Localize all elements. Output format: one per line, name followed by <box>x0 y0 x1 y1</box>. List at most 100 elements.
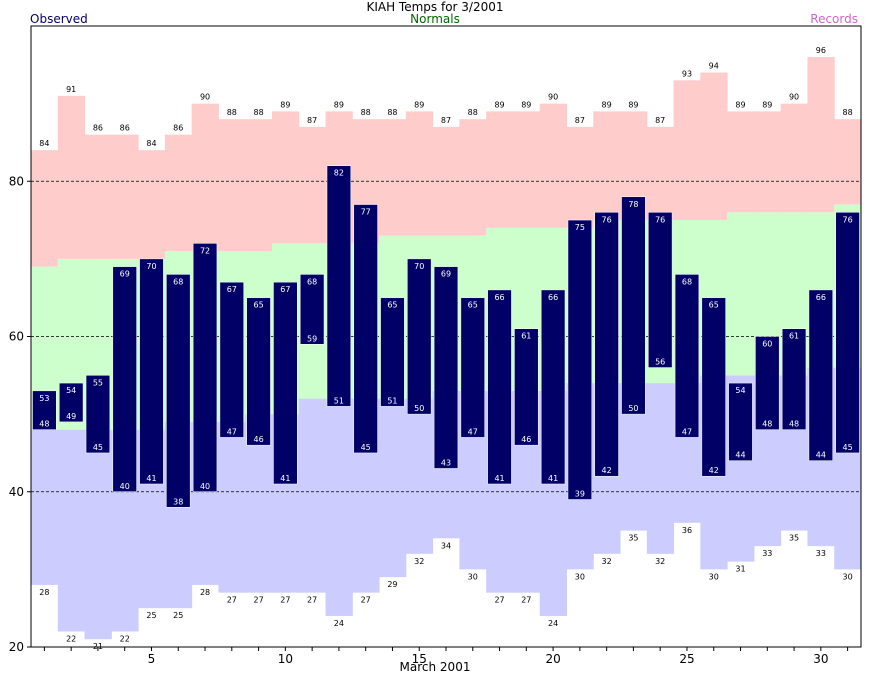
observed-low-label: 50 <box>414 404 424 413</box>
record-high-label: 87 <box>655 116 665 125</box>
observed-high-label: 54 <box>66 386 76 395</box>
legend-normals: Normals <box>410 12 460 26</box>
record-low-band <box>325 398 353 616</box>
record-high-label: 93 <box>682 69 692 78</box>
observed-bar <box>407 258 432 415</box>
record-high-label: 90 <box>548 93 558 102</box>
record-low-label: 21 <box>93 642 103 651</box>
record-high-label: 86 <box>93 124 103 133</box>
observed-high-label: 76 <box>602 215 612 224</box>
observed-bar <box>326 165 352 407</box>
record-high-band <box>780 103 808 213</box>
observed-bar <box>540 289 566 485</box>
observed-high-label: 69 <box>441 270 451 279</box>
observed-bar <box>433 266 459 469</box>
record-high-label: 89 <box>280 100 290 109</box>
record-low-label: 28 <box>39 588 49 597</box>
observed-bar <box>380 297 405 407</box>
record-low-label: 33 <box>816 549 826 558</box>
observed-high-label: 54 <box>735 386 745 395</box>
record-high-band <box>111 134 139 259</box>
observed-bar <box>273 281 298 485</box>
observed-low-label: 38 <box>173 497 183 506</box>
legend-observed: Observed <box>30 12 88 26</box>
observed-low-label: 48 <box>789 420 799 429</box>
observed-high-label: 67 <box>280 285 290 294</box>
observed-low-label: 45 <box>843 443 853 452</box>
record-low-label: 27 <box>280 596 290 605</box>
observed-bar <box>648 212 673 368</box>
record-low-label: 24 <box>548 619 558 628</box>
observed-bar <box>460 297 485 438</box>
record-low-label: 30 <box>468 572 478 581</box>
observed-low-label: 46 <box>521 435 531 444</box>
record-high-band <box>459 119 487 236</box>
observed-bar <box>112 266 137 493</box>
observed-low-label: 47 <box>227 427 237 436</box>
record-low-band <box>646 383 675 554</box>
y-tick-label: 80 <box>9 174 24 188</box>
record-low-label: 22 <box>120 634 130 643</box>
observed-high-label: 65 <box>253 301 263 310</box>
observed-low-label: 41 <box>280 474 290 483</box>
observed-low-label: 44 <box>735 451 745 460</box>
observed-bar <box>59 382 84 423</box>
record-high-label: 89 <box>334 100 344 109</box>
observed-bar <box>755 336 780 430</box>
record-high-label: 91 <box>66 85 76 94</box>
observed-high-label: 72 <box>200 246 210 255</box>
observed-bar <box>139 258 164 485</box>
record-high-band <box>379 119 407 236</box>
record-low-label: 24 <box>334 619 344 628</box>
normals-band <box>727 212 755 376</box>
y-tick-label: 60 <box>9 330 24 344</box>
observed-bar <box>808 289 833 461</box>
record-high-band <box>700 72 728 221</box>
record-high-label: 90 <box>200 93 210 102</box>
record-low-label: 25 <box>173 611 183 620</box>
record-high-label: 86 <box>120 124 130 133</box>
record-high-label: 88 <box>361 108 371 117</box>
record-low-band <box>84 429 112 640</box>
record-low-label: 35 <box>789 534 799 543</box>
observed-low-label: 39 <box>575 490 585 499</box>
observed-bar <box>835 212 860 454</box>
observed-bar <box>353 204 378 454</box>
record-high-band <box>539 103 567 228</box>
observed-high-label: 70 <box>146 262 156 271</box>
observed-high-label: 66 <box>816 293 826 302</box>
record-high-label: 88 <box>227 108 237 117</box>
observed-low-label: 43 <box>441 458 451 467</box>
record-high-band <box>191 103 219 252</box>
record-high-label: 84 <box>39 139 49 148</box>
observed-low-label: 41 <box>494 474 504 483</box>
observed-low-label: 49 <box>66 412 76 421</box>
observed-low-label: 42 <box>709 466 719 475</box>
observed-high-label: 77 <box>361 208 371 217</box>
record-high-band <box>566 126 594 228</box>
record-low-label: 36 <box>682 526 692 535</box>
observed-bar <box>32 390 57 430</box>
record-low-label: 32 <box>602 557 612 566</box>
record-high-label: 89 <box>762 100 772 109</box>
observed-high-label: 65 <box>387 301 397 310</box>
observed-low-label: 40 <box>120 482 130 491</box>
observed-bar <box>701 297 726 477</box>
observed-bar <box>594 212 619 477</box>
record-high-label: 89 <box>494 100 504 109</box>
record-high-band <box>405 111 434 236</box>
record-low-band <box>379 398 407 578</box>
record-high-band <box>245 119 273 252</box>
observed-high-label: 82 <box>334 169 344 178</box>
observed-bar <box>166 274 191 508</box>
record-low-label: 30 <box>709 572 719 581</box>
record-high-label: 89 <box>414 100 424 109</box>
record-high-label: 94 <box>709 62 719 71</box>
observed-high-label: 69 <box>120 270 130 279</box>
record-high-label: 86 <box>173 124 183 133</box>
record-low-label: 27 <box>307 596 317 605</box>
record-high-label: 89 <box>735 100 745 109</box>
observed-bar <box>219 281 244 438</box>
record-high-band <box>84 134 112 259</box>
